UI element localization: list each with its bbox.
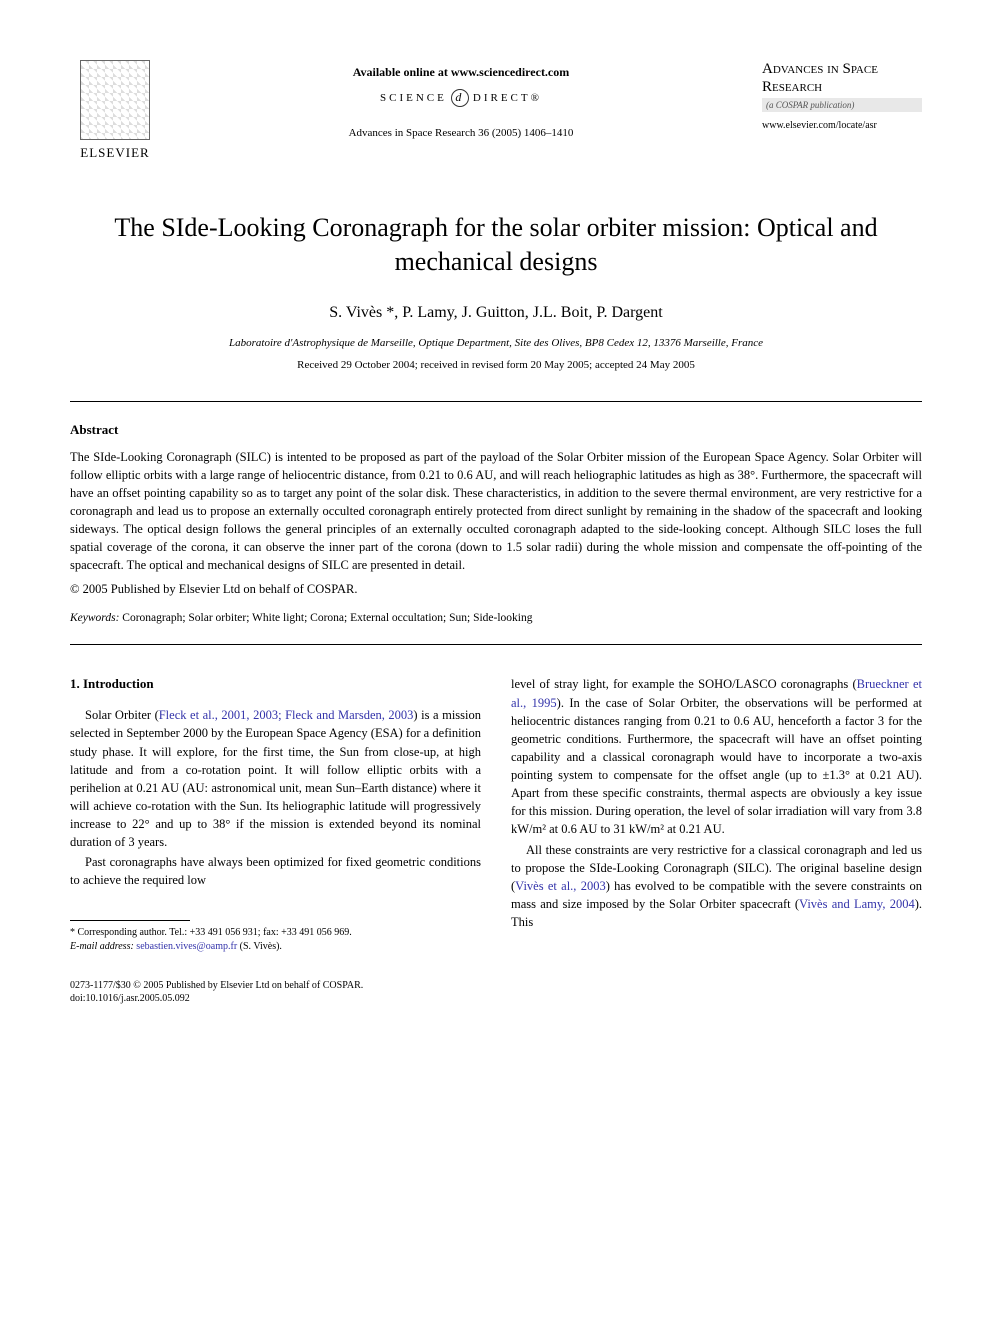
footnote-line2: E-mail address: sebastien.vives@oamp.fr …	[70, 940, 481, 954]
journal-subtitle: (a COSPAR publication)	[762, 98, 922, 112]
sciencedirect-icon: d	[451, 89, 469, 107]
para1-post: ) is a mission selected in September 200…	[70, 708, 481, 849]
publisher-logo: ELSEVIER	[70, 60, 160, 161]
article-header: ELSEVIER Available online at www.science…	[70, 60, 922, 161]
keywords-text: Coronagraph; Solar orbiter; White light;…	[119, 612, 532, 624]
elsevier-tree-icon	[80, 60, 150, 140]
col2-para-1: level of stray light, for example the SO…	[511, 675, 922, 838]
divider-top	[70, 401, 922, 402]
sciencedirect-logo: SCIENCE d DIRECT®	[380, 89, 542, 107]
footnote-divider	[70, 920, 190, 921]
email-label: E-mail address:	[70, 941, 134, 952]
reference-vives-lamy[interactable]: Vivès and Lamy, 2004	[799, 897, 915, 911]
reference-vives-2003[interactable]: Vivès et al., 2003	[515, 879, 606, 893]
intro-para-1: Solar Orbiter (Fleck et al., 2001, 2003;…	[70, 706, 481, 851]
divider-bottom	[70, 644, 922, 645]
journal-title: Advances in Space Research	[762, 60, 922, 96]
journal-citation: Advances in Space Research 36 (2005) 140…	[160, 127, 762, 139]
page-footer: 0273-1177/$30 © 2005 Published by Elsevi…	[70, 979, 922, 1005]
abstract-heading: Abstract	[70, 422, 922, 438]
footer-line2: doi:10.1016/j.asr.2005.05.092	[70, 992, 922, 1005]
publisher-name: ELSEVIER	[80, 145, 149, 161]
reference-fleck[interactable]: Fleck et al., 2001, 2003; Fleck and Mars…	[159, 708, 414, 722]
col2-pre: level of stray light, for example the SO…	[511, 677, 857, 691]
article-dates: Received 29 October 2004; received in re…	[70, 359, 922, 371]
email-post: (S. Vivès).	[237, 941, 282, 952]
abstract-text: The SIde-Looking Coronagraph (SILC) is i…	[70, 448, 922, 575]
column-left: 1. Introduction Solar Orbiter (Fleck et …	[70, 675, 481, 953]
affiliation: Laboratoire d'Astrophysique de Marseille…	[70, 337, 922, 349]
col2-mid1: ). In the case of Solar Orbiter, the obs…	[511, 696, 922, 837]
intro-para-2: Past coronagraphs have always been optim…	[70, 853, 481, 889]
authors-list: S. Vivès *, P. Lamy, J. Guitton, J.L. Bo…	[70, 304, 922, 322]
keywords: Keywords: Coronagraph; Solar orbiter; Wh…	[70, 612, 922, 624]
sd-text-right: DIRECT®	[473, 92, 542, 104]
footer-line1: 0273-1177/$30 © 2005 Published by Elsevi…	[70, 979, 922, 992]
para1-pre: Solar Orbiter (	[85, 708, 159, 722]
corresponding-footnote: * Corresponding author. Tel.: +33 491 05…	[70, 926, 481, 954]
keywords-label: Keywords:	[70, 612, 119, 624]
available-online-text: Available online at www.sciencedirect.co…	[160, 65, 762, 80]
column-right: level of stray light, for example the SO…	[511, 675, 922, 953]
copyright-text: © 2005 Published by Elsevier Ltd on beha…	[70, 582, 922, 597]
sd-text-left: SCIENCE	[380, 92, 447, 104]
body-columns: 1. Introduction Solar Orbiter (Fleck et …	[70, 675, 922, 953]
email-link[interactable]: sebastien.vives@oamp.fr	[136, 941, 237, 952]
journal-url: www.elsevier.com/locate/asr	[762, 120, 922, 131]
journal-box: Advances in Space Research (a COSPAR pub…	[762, 60, 922, 131]
section-1-heading: 1. Introduction	[70, 675, 481, 694]
col2-para-2: All these constraints are very restricti…	[511, 841, 922, 932]
article-title: The SIde-Looking Coronagraph for the sol…	[110, 211, 882, 279]
header-center: Available online at www.sciencedirect.co…	[160, 60, 762, 139]
footnote-line1: * Corresponding author. Tel.: +33 491 05…	[70, 926, 481, 940]
